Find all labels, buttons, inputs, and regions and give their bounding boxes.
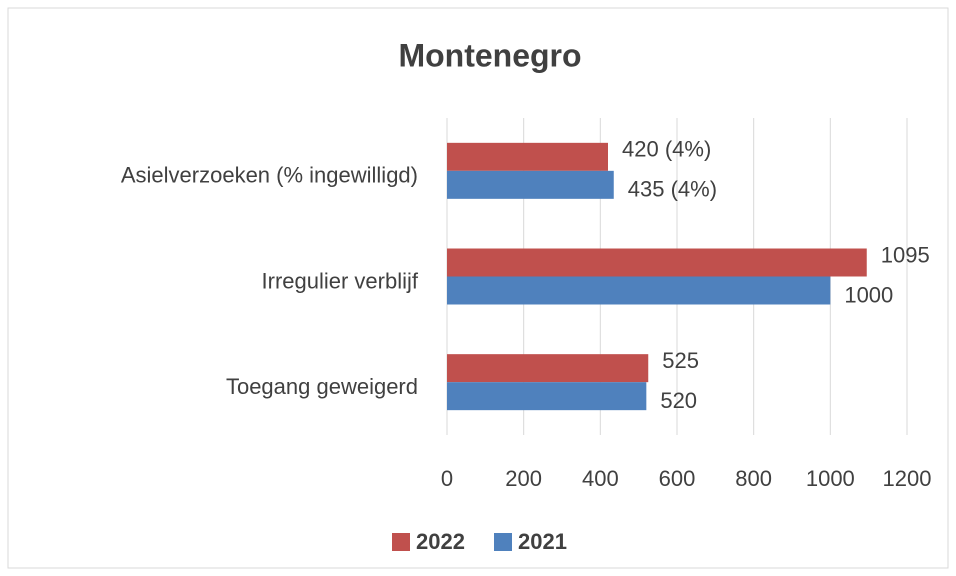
value-label: 1095 <box>881 242 930 267</box>
legend-swatch <box>392 533 410 551</box>
bar <box>447 170 614 199</box>
value-label: 520 <box>660 388 697 413</box>
value-label: 1000 <box>844 282 893 307</box>
y-tick-label: Asielverzoeken (% ingewilligd) <box>121 163 418 188</box>
value-label: 525 <box>662 348 699 373</box>
y-tick-label: Irregulier verblijf <box>262 268 419 293</box>
x-tick-label: 400 <box>582 466 619 491</box>
x-tick-label: 0 <box>441 466 453 491</box>
bar <box>447 354 649 383</box>
legend-label: 2022 <box>416 529 465 554</box>
legend-swatch <box>494 533 512 551</box>
bar <box>447 276 831 305</box>
x-tick-label: 600 <box>659 466 696 491</box>
bar <box>447 382 647 411</box>
y-tick-label: Toegang geweigerd <box>226 374 418 399</box>
legend-label: 2021 <box>518 529 567 554</box>
bar <box>447 248 867 277</box>
x-tick-label: 800 <box>735 466 772 491</box>
x-tick-label: 1000 <box>806 466 855 491</box>
x-tick-label: 200 <box>505 466 542 491</box>
x-tick-label: 1200 <box>883 466 932 491</box>
value-label: 435 (4%) <box>628 177 717 202</box>
bar <box>447 142 608 171</box>
value-label: 420 (4%) <box>622 137 711 162</box>
chart-title: Montenegro <box>398 37 581 73</box>
